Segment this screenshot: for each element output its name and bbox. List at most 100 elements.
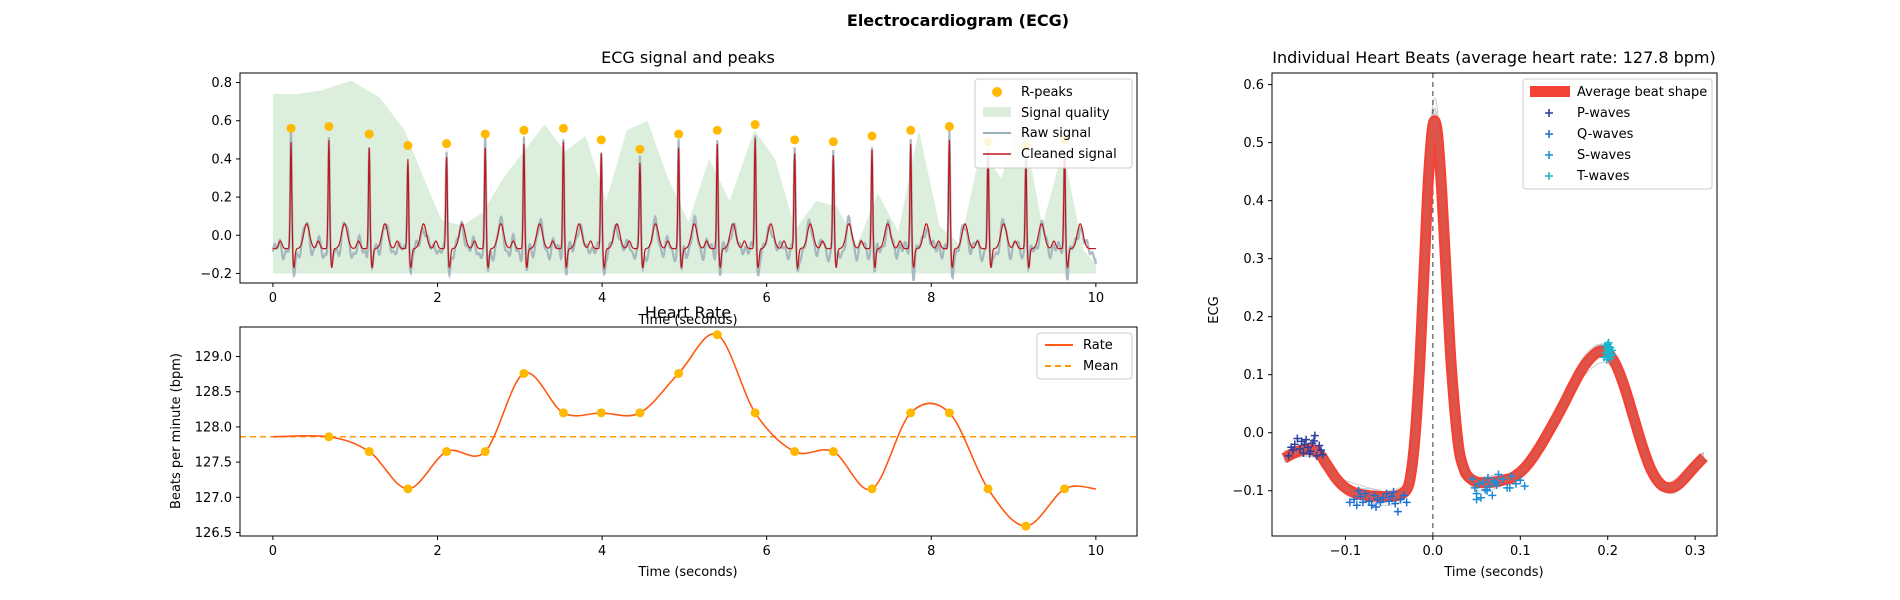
rate-x-tick-label: 0	[269, 544, 277, 559]
t-wave-marker	[1608, 350, 1617, 359]
p-wave-marker	[1293, 434, 1302, 443]
rate-point-marker	[480, 447, 490, 457]
q-wave-marker	[1396, 495, 1405, 504]
ecg-plot-area: 0 2 4 6 8 10 −0.2 0.0 0.2 0.4 0.6 0.8	[200, 76, 1104, 306]
r-peak-marker	[286, 123, 296, 133]
r-peak-marker	[790, 135, 800, 145]
q-wave-marker	[1356, 492, 1365, 501]
p-wave-marker	[1315, 441, 1324, 450]
r-peak-marker	[403, 141, 413, 151]
rate-point-marker	[712, 330, 722, 340]
raw-signal-line	[271, 127, 1097, 282]
heart-beats-panel: Individual Heart Beats (average heart ra…	[1207, 48, 1718, 580]
s-wave-marker	[1490, 476, 1499, 485]
s-wave-marker	[1470, 483, 1479, 492]
rate-point-marker	[828, 447, 838, 457]
q-wave-marker	[1354, 486, 1363, 495]
ecg-x-tick-label: 4	[598, 291, 606, 306]
s-wave-marker	[1483, 486, 1492, 495]
beats-axes-frame	[1271, 72, 1718, 537]
rate-point-marker	[635, 408, 645, 418]
ecg-x-axis-label: Time (seconds)	[637, 313, 737, 328]
r-peak-marker	[364, 129, 374, 139]
rate-y-tick-label: 127.0	[195, 491, 232, 506]
s-wave-marker	[1511, 479, 1520, 488]
legend-p-label: P-waves	[1577, 106, 1631, 121]
t-wave-marker	[1607, 349, 1616, 358]
s-wave-marker	[1468, 475, 1477, 484]
ecg-axes-frame	[239, 72, 1138, 284]
q-wave-marker	[1376, 498, 1385, 507]
s-wave-marker	[1481, 485, 1490, 494]
beats-x-tick-label: −0.1	[1330, 544, 1362, 559]
rate-plot-area: 0 2 4 6 8 10 126.5 127.0 127.5 128.0 128.5 129.0	[195, 330, 1137, 559]
q-wave-marker	[1358, 498, 1367, 507]
s-wave-marker	[1485, 482, 1494, 491]
rate-axes-frame	[239, 326, 1138, 537]
beats-y-tick-label: 0.2	[1243, 310, 1264, 325]
heart-rate-line	[272, 333, 1096, 527]
r-peak-marker	[674, 129, 684, 139]
ecg-y-tick-label: 0.6	[211, 114, 232, 129]
rate-point-marker	[906, 408, 916, 418]
t-wave-marker	[1605, 342, 1614, 351]
rate-point-marker	[867, 484, 877, 494]
rate-point-marker	[1021, 521, 1031, 531]
legend-q-marker	[1545, 130, 1553, 138]
rate-x-tick-label: 6	[763, 544, 771, 559]
q-wave-marker	[1365, 497, 1374, 506]
q-wave-marker	[1391, 499, 1400, 508]
legend-p-marker	[1545, 109, 1553, 117]
p-wave-marker	[1309, 436, 1318, 445]
q-wave-marker	[1370, 491, 1379, 500]
legend-quality-label: Signal quality	[1021, 106, 1110, 121]
heart-rate-panel: 0 2 4 6 8 10 126.5 127.0 127.5 128.0 128.5 129.0 He…	[169, 303, 1138, 580]
q-wave-marker	[1379, 493, 1388, 502]
ecg-x-tick-label: 0	[269, 291, 277, 306]
q-wave-marker	[1367, 501, 1376, 510]
r-peak-marker	[596, 135, 606, 145]
q-wave-marker	[1372, 502, 1381, 511]
r-peak-marker	[750, 120, 760, 130]
legend-rpeaks-marker	[992, 87, 1002, 97]
rate-point-marker	[364, 447, 374, 457]
s-wave-marker	[1494, 470, 1503, 479]
rate-point-marker	[403, 484, 413, 494]
rate-legend: Rate Mean	[1036, 332, 1133, 380]
ecg-y-tick-label: −0.2	[200, 267, 232, 282]
p-wave-marker	[1310, 431, 1319, 440]
rate-x-axis-label: Time (seconds)	[637, 565, 737, 580]
rate-point-marker	[750, 408, 760, 418]
ecg-y-tick-label: 0.4	[211, 152, 232, 167]
rate-point-marker	[324, 432, 334, 442]
rate-x-tick-label: 2	[433, 544, 441, 559]
q-wave-marker	[1389, 487, 1398, 496]
rate-x-tick-label: 10	[1088, 544, 1105, 559]
r-peak-marker	[324, 121, 334, 131]
s-wave-marker	[1475, 479, 1484, 488]
p-wave-marker	[1295, 444, 1304, 453]
legend-s-marker	[1545, 151, 1553, 159]
beats-plot-area: −0.1 0.0 0.1 0.2 0.3 −0.1 0.0 0.1 0.2 0.3 0.4 0.5 0.…	[1232, 73, 1708, 559]
rate-y-tick-label: 126.5	[195, 526, 232, 541]
ecg-signal-panel: ECG signal and peaks 0 2 4 6 8 10 −0.2 0.0 0.2 0.…	[200, 48, 1138, 328]
rate-point-marker	[944, 408, 954, 418]
ecg-y-tick-label: 0.8	[211, 76, 232, 91]
r-peak-marker	[712, 125, 722, 135]
legend-mean-label: Mean	[1083, 359, 1118, 374]
r-peak-marker	[944, 121, 954, 131]
rate-y-axis-label: Beats per minute (bpm)	[169, 353, 184, 509]
q-wave-marker	[1402, 498, 1411, 507]
q-wave-marker	[1352, 501, 1361, 510]
ecg-y-tick-label: 0.2	[211, 191, 232, 206]
heart-beats-title: Individual Heart Beats (average heart ra…	[1272, 48, 1716, 67]
figure-title: Electrocardiogram (ECG)	[847, 11, 1069, 30]
q-wave-marker	[1393, 507, 1402, 516]
s-wave-marker	[1483, 473, 1492, 482]
r-peak-marker	[558, 123, 568, 133]
beats-y-tick-label: 0.3	[1243, 252, 1264, 267]
q-wave-marker	[1400, 491, 1409, 500]
legend-s-label: S-waves	[1577, 148, 1631, 163]
heart-rate-title: Heart Rate	[645, 303, 731, 322]
beats-legend-box	[1522, 78, 1713, 190]
